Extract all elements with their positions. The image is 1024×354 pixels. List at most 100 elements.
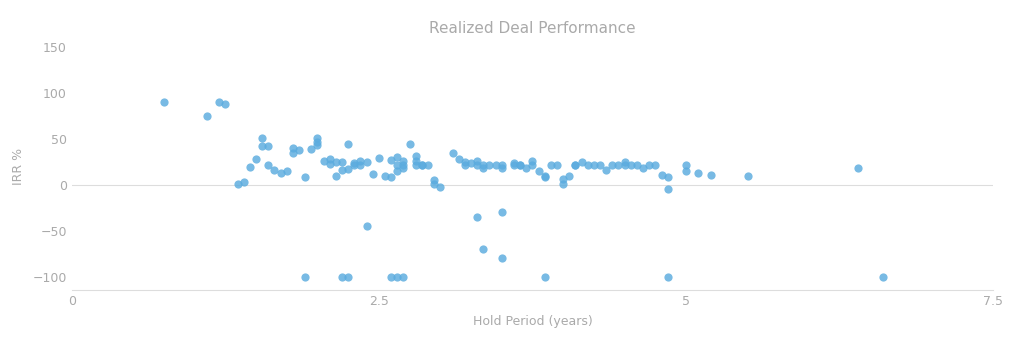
Point <box>561 173 578 178</box>
Point <box>328 159 344 165</box>
Point <box>469 214 485 220</box>
Point <box>573 159 590 165</box>
Point <box>512 162 528 167</box>
Point <box>475 246 492 252</box>
Point <box>475 165 492 171</box>
Point <box>610 162 627 167</box>
Point <box>328 173 344 178</box>
Point <box>389 274 406 279</box>
Point <box>475 162 492 168</box>
Point <box>518 165 535 171</box>
Point <box>389 168 406 174</box>
Point <box>506 160 522 166</box>
Point <box>334 167 350 173</box>
Point <box>377 173 393 178</box>
Point <box>346 160 362 166</box>
Point <box>543 162 559 168</box>
Point <box>678 162 694 168</box>
Point <box>156 99 172 105</box>
Point <box>494 162 510 167</box>
Point <box>358 159 375 165</box>
Point <box>512 162 528 168</box>
Point <box>494 255 510 261</box>
Point <box>702 172 719 177</box>
Point <box>616 159 633 165</box>
Y-axis label: IRR %: IRR % <box>12 148 26 185</box>
Point <box>199 113 215 119</box>
Point <box>444 150 461 155</box>
Point <box>414 162 430 167</box>
Point <box>297 274 313 279</box>
Point <box>340 166 356 172</box>
Point <box>395 162 412 167</box>
Point <box>567 162 584 167</box>
Point <box>432 185 449 190</box>
Point <box>524 162 541 167</box>
Point <box>463 160 479 166</box>
Point <box>236 179 252 185</box>
Point <box>537 175 553 180</box>
Point <box>653 172 670 177</box>
Point <box>285 150 301 155</box>
Point <box>242 165 258 170</box>
Point <box>659 187 676 192</box>
Point <box>395 165 412 171</box>
Point <box>297 175 313 180</box>
Point <box>408 162 424 167</box>
Point <box>487 162 504 168</box>
Point <box>358 223 375 229</box>
Point <box>874 274 891 279</box>
Point <box>254 135 270 141</box>
Point <box>254 143 270 149</box>
Point <box>285 145 301 151</box>
Point <box>229 181 246 187</box>
Point <box>352 158 369 164</box>
Point <box>604 162 621 168</box>
Point <box>309 135 326 141</box>
Point <box>309 139 326 144</box>
Point <box>303 146 319 152</box>
Point <box>315 158 332 164</box>
Point <box>469 162 485 167</box>
Title: Realized Deal Performance: Realized Deal Performance <box>429 21 636 36</box>
Point <box>659 274 676 279</box>
Point <box>383 157 399 163</box>
Point <box>401 142 418 147</box>
Point <box>248 156 264 162</box>
Point <box>457 162 473 167</box>
Point <box>537 173 553 178</box>
Point <box>629 162 645 168</box>
Point <box>322 161 338 166</box>
Point <box>530 168 547 174</box>
Point <box>690 170 707 176</box>
Point <box>598 167 614 173</box>
Point <box>524 158 541 164</box>
Point <box>389 162 406 168</box>
Point <box>420 162 436 168</box>
Point <box>260 143 276 149</box>
X-axis label: Hold Period (years): Hold Period (years) <box>473 315 592 328</box>
Point <box>291 147 307 153</box>
Point <box>340 274 356 279</box>
Point <box>537 274 553 279</box>
Point <box>494 165 510 171</box>
Point <box>623 162 639 168</box>
Point <box>494 210 510 215</box>
Point <box>334 159 350 165</box>
Point <box>739 173 756 178</box>
Point <box>334 274 350 279</box>
Point <box>592 162 608 168</box>
Point <box>352 162 369 167</box>
Point <box>383 175 399 180</box>
Point <box>457 159 473 165</box>
Point <box>279 168 295 174</box>
Point <box>580 162 596 168</box>
Point <box>659 175 676 180</box>
Point <box>549 162 565 167</box>
Point <box>322 156 338 162</box>
Point <box>340 142 356 147</box>
Point <box>567 162 584 168</box>
Point <box>647 162 664 167</box>
Point <box>850 165 866 171</box>
Point <box>395 158 412 164</box>
